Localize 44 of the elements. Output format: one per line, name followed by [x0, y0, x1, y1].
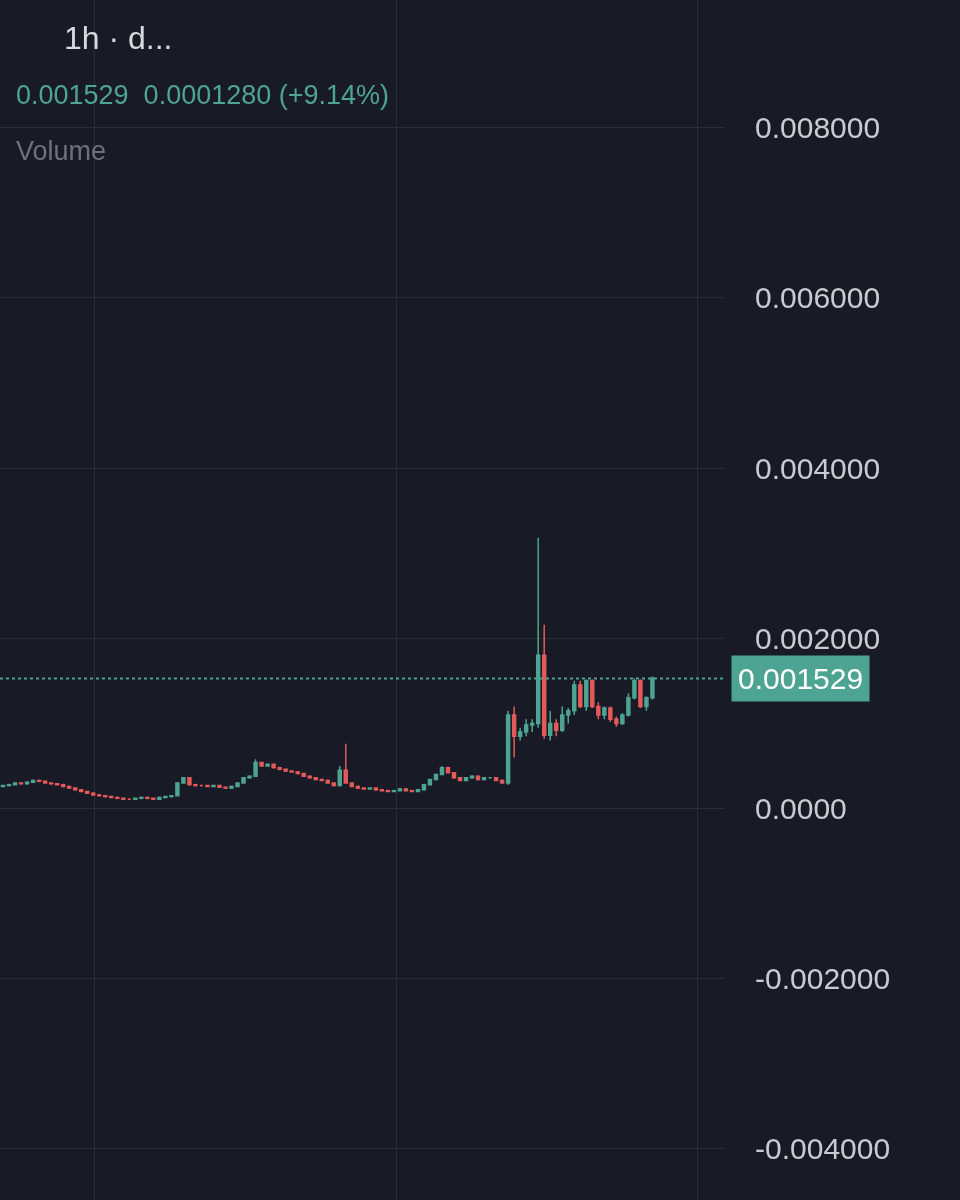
ref-line-label: 0.001529 [738, 662, 864, 695]
candlestick [554, 718, 559, 737]
candlestick [367, 786, 373, 791]
candlestick [12, 781, 18, 787]
candlestick [42, 779, 48, 785]
candlestick [337, 765, 342, 788]
candlestick [18, 781, 24, 786]
candlestick [343, 743, 348, 785]
candlestick [517, 726, 523, 742]
y-tick-label: -0.002000 [755, 962, 891, 996]
candlestick [511, 705, 517, 759]
y-tick-label: 0.006000 [755, 281, 881, 315]
candlestick [121, 796, 126, 801]
candlestick [445, 766, 451, 775]
candlestick [529, 718, 535, 733]
candlestick [265, 762, 270, 768]
candlestick [523, 718, 529, 737]
candlestick [361, 786, 367, 791]
y-tick-label: 0.0000 [755, 792, 847, 826]
candlestick [72, 786, 78, 792]
candlestick [48, 781, 54, 786]
candlestick [24, 780, 30, 786]
candlestick [505, 709, 511, 786]
candlestick [578, 680, 583, 709]
candlestick [560, 705, 565, 733]
text: 1h · d... [64, 20, 173, 56]
candlestick [421, 783, 427, 791]
y-tick-label: 0.004000 [755, 451, 881, 485]
candlestick [547, 709, 553, 742]
candlestick [541, 623, 547, 740]
annotation: Volume [16, 136, 107, 166]
candlestick [638, 678, 643, 709]
candlestick [572, 680, 577, 716]
y-tick-label: 0.008000 [755, 111, 881, 145]
candlestick [259, 761, 264, 768]
y-tick-label: 0.002000 [755, 621, 881, 655]
candlestick [566, 707, 571, 725]
candlestick [373, 786, 379, 792]
y-tick-label: -0.004000 [755, 1132, 891, 1166]
candlestick [469, 774, 475, 780]
candlestick [602, 705, 607, 720]
text: 0.001529 0.0001280 (+9.14%) [16, 80, 390, 110]
candlestick [90, 791, 96, 797]
candlestick [451, 772, 457, 780]
